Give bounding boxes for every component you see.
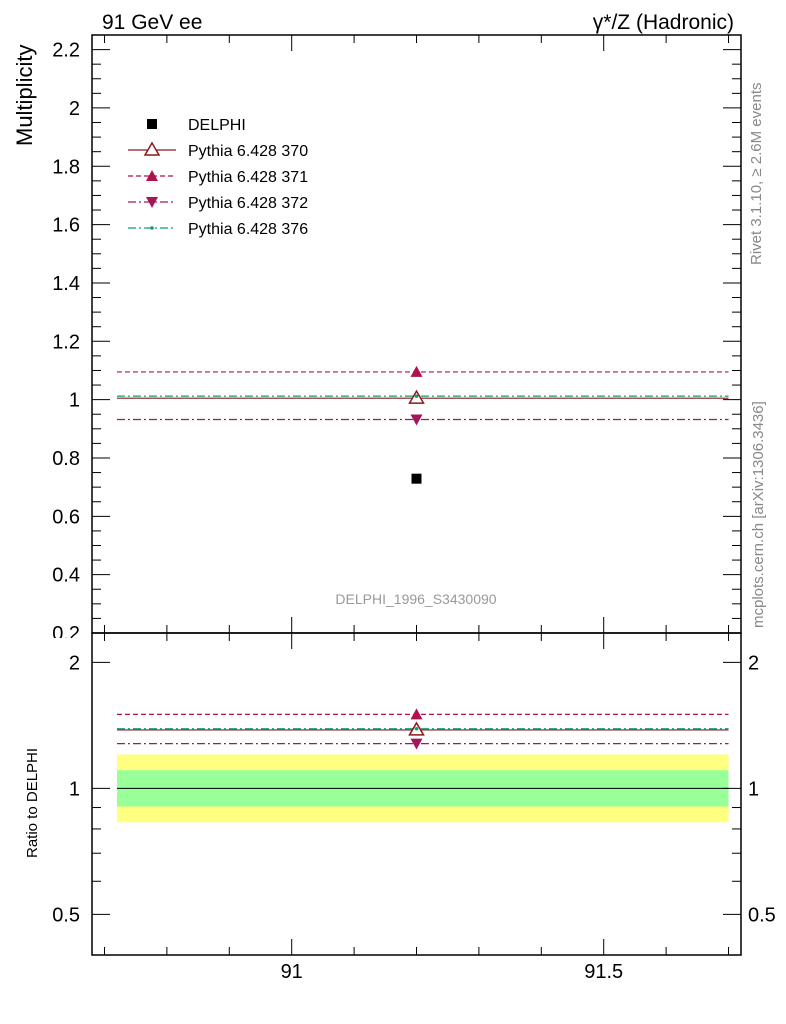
- legend: DELPHI Pythia 6.428 370 Pythia 6.428 371 Py…: [128, 117, 308, 238]
- ratio-y-tick-label: 2: [69, 652, 80, 674]
- ratio-y-tick-label: 0.5: [52, 904, 80, 926]
- ratio-data-point: [410, 708, 423, 720]
- mcplots-label: mcplots.cern.ch [arXiv:1306.3436]: [750, 401, 767, 628]
- ratio-y-tick-label-right: 2: [748, 652, 759, 674]
- ratio-y-tick-label-right: 0.5: [748, 904, 776, 926]
- legend-marker: [146, 170, 158, 181]
- main-y-tick-label: 0.4: [52, 565, 80, 587]
- legend-entry-label: DELPHI: [188, 117, 246, 134]
- main-data-point: [411, 473, 422, 484]
- ratio-data-point: [410, 738, 423, 750]
- main-data-point: [410, 414, 423, 426]
- main-y-tick-label: 0.8: [52, 448, 80, 470]
- x-tick-label-91: 91: [281, 961, 303, 983]
- legend-entry-label: Pythia 6.428 370: [188, 143, 308, 160]
- legend-marker: [150, 226, 154, 230]
- legend-entry-label: Pythia 6.428 372: [188, 195, 308, 212]
- ratio-y-tick-label: 1: [69, 778, 80, 800]
- header-left-label: 91 GeV ee: [102, 11, 202, 34]
- legend-entry-label: Pythia 6.428 376: [188, 221, 308, 238]
- ratio-series: [116, 708, 729, 789]
- main-y-tick-label-clipped: 0.2: [52, 623, 80, 645]
- main-y-tick-label: 1.4: [52, 273, 80, 295]
- legend-marker: [146, 197, 158, 208]
- main-y-axis-label: Multiplicity: [12, 45, 37, 146]
- main-y-tick-label: 1.8: [52, 156, 80, 178]
- ratio-y-axis-label: Ratio to DELPHI: [24, 748, 41, 858]
- x-ticks: [103, 35, 730, 955]
- main-y-tick-label: 2.2: [52, 40, 80, 62]
- legend-entry-label: Pythia 6.428 371: [188, 169, 308, 186]
- ratio-y-tick-label-right: 1: [748, 778, 759, 800]
- ratio-data-point: [414, 726, 419, 731]
- ratio-y-ticks: 0.5 0.5 1 1 2 2: [52, 652, 776, 956]
- header-right-label: γ*/Z (Hadronic): [593, 11, 734, 34]
- main-y-tick-label: 1.6: [52, 215, 80, 237]
- x-tick-label-91-5: 91.5: [584, 961, 623, 983]
- rivet-label: Rivet 3.1.10, ≥ 2.6M events: [748, 83, 765, 266]
- legend-marker: [143, 141, 161, 156]
- main-data-point: [410, 365, 423, 377]
- main-y-tick-label: 2: [69, 98, 80, 120]
- main-series: [116, 365, 729, 484]
- analysis-label: DELPHI_1996_S3430090: [335, 591, 496, 607]
- main-y-tick-label: 1.2: [52, 331, 80, 353]
- main-y-tick-label: 0.6: [52, 506, 80, 528]
- main-data-point: [414, 394, 419, 398]
- main-y-ticks: 0.4 0.6 0.8 1 1.2 1.4 1.6 1.8 2 2.2: [52, 34, 741, 634]
- main-y-tick-label: 1: [69, 390, 80, 412]
- legend-marker: [147, 119, 157, 129]
